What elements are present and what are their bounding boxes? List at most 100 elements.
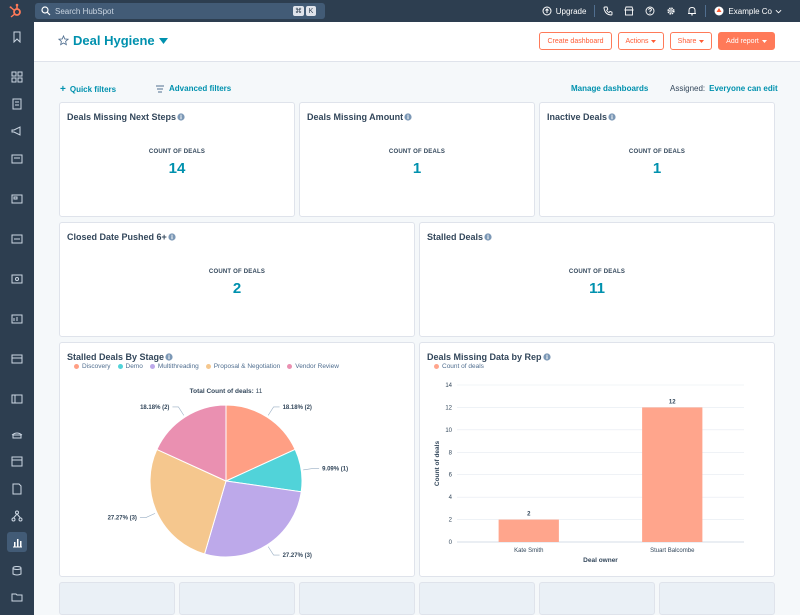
phone-icon[interactable]: [603, 6, 613, 16]
sidebar-item-data-management[interactable]: [9, 352, 25, 366]
report-card-loading[interactable]: [539, 582, 655, 615]
sidebar-item-commerce[interactable]: [9, 429, 25, 443]
page-title[interactable]: Deal Hygiene: [73, 33, 155, 48]
sidebar-item-documents[interactable]: [9, 482, 25, 496]
legend-item[interactable]: Multithreading: [149, 363, 199, 370]
legend-label: Proposal & Negotiation: [213, 363, 281, 370]
quick-filters-button[interactable]: + Quick filters: [60, 84, 116, 95]
info-icon[interactable]: [542, 353, 551, 361]
create-dashboard-button[interactable]: Create dashboard: [539, 32, 612, 50]
kpi-label: COUNT OF DEALS: [148, 149, 206, 155]
card-title-text: Deals Missing Data by Rep: [427, 352, 542, 362]
card-title: Closed Date Pushed 6+: [67, 232, 176, 242]
report-card-deals-missing-next-steps[interactable]: Deals Missing Next Steps COUNT OF DEALS …: [59, 102, 295, 217]
search-input[interactable]: Search HubSpot ⌘ K: [35, 3, 325, 19]
legend-item[interactable]: Demo: [117, 363, 143, 370]
assigned-label: Assigned:: [670, 84, 706, 93]
sidebar-item-calendar[interactable]: [9, 454, 25, 468]
pie-slice[interactable]: [225, 404, 296, 482]
database-icon: [12, 566, 22, 576]
info-icon[interactable]: [177, 113, 185, 121]
sidebar-item-contacts[interactable]: [9, 97, 25, 111]
card-title: Stalled Deals: [427, 232, 492, 242]
legend-label: Count of deals: [442, 363, 484, 370]
report-card-loading[interactable]: [419, 582, 535, 615]
legend-item[interactable]: Proposal & Negotiation: [205, 363, 281, 370]
sidebar-item-automation[interactable]: [9, 272, 25, 286]
report-card-loading[interactable]: [299, 582, 415, 615]
sidebar-item-reporting-tools[interactable]: [9, 312, 25, 326]
report-card-deals-missing-data-by-rep[interactable]: Deals Missing Data by Rep Count of deals…: [419, 342, 775, 577]
legend-item[interactable]: Discovery: [74, 363, 111, 370]
calendar-icon: [11, 456, 23, 467]
info-icon[interactable]: [165, 353, 173, 361]
sidebar-item-files[interactable]: [9, 590, 25, 604]
assigned-value-link[interactable]: Everyone can edit: [709, 84, 778, 93]
star-icon[interactable]: [58, 35, 69, 46]
bar-data-label: 2: [527, 512, 531, 518]
pie-slice[interactable]: [149, 448, 227, 555]
sidebar-item-content[interactable]: [9, 152, 25, 166]
add-report-button[interactable]: Add report: [718, 32, 775, 50]
pie-leader-line: [267, 406, 280, 416]
account-menu[interactable]: Example Co: [714, 6, 782, 16]
y-axis-title: Count of deals: [434, 441, 441, 487]
folder-icon: [11, 593, 23, 602]
sales-icon: [11, 194, 23, 204]
share-button[interactable]: Share: [670, 32, 712, 50]
pie-slice[interactable]: [203, 480, 302, 558]
pie-slice-label: 18.18% (2): [283, 405, 312, 411]
card-title-text: Deals Missing Amount: [307, 112, 404, 122]
legend-item[interactable]: Vendor Review: [287, 363, 339, 370]
card-title: Inactive Deals: [547, 112, 616, 122]
sidebar-item-workspaces[interactable]: [9, 70, 25, 84]
manage-dashboards-link[interactable]: Manage dashboards: [571, 84, 648, 93]
caret-down-icon: [699, 39, 705, 43]
sidebar-item-workflows[interactable]: [9, 509, 25, 523]
advanced-filters-button[interactable]: Advanced filters: [156, 84, 231, 93]
data-icon: [11, 354, 23, 364]
pie-legend: Discovery Demo Multithreading Proposal & Ne…: [74, 363, 346, 370]
marketplace-icon[interactable]: [624, 6, 635, 16]
report-card-closed-date-pushed[interactable]: Closed Date Pushed 6+ COUNT OF DEALS 2: [59, 222, 415, 337]
actions-button[interactable]: Actions: [618, 32, 664, 50]
bar[interactable]: [498, 519, 559, 542]
card-title: Deals Missing Data by Rep: [427, 352, 551, 362]
sidebar-item-database[interactable]: [9, 564, 25, 578]
caret-down-icon: [761, 39, 767, 43]
sidebar-item-sales[interactable]: [9, 192, 25, 206]
upgrade-link[interactable]: Upgrade: [542, 6, 587, 16]
sidebar-item-service[interactable]: [9, 232, 25, 246]
bar[interactable]: [642, 407, 703, 542]
legend-label: Vendor Review: [295, 363, 339, 370]
y-tick-label: 6: [449, 473, 453, 479]
sidebar-item-marketing[interactable]: [9, 124, 25, 138]
info-icon[interactable]: [404, 113, 412, 121]
hubspot-logo-icon[interactable]: [8, 3, 24, 19]
caret-down-icon: [651, 39, 657, 43]
pie-slice[interactable]: [156, 404, 227, 482]
report-card-stalled-deals[interactable]: Stalled Deals COUNT OF DEALS 11: [419, 222, 775, 337]
info-icon[interactable]: [608, 113, 616, 121]
report-card-inactive-deals[interactable]: Inactive Deals COUNT OF DEALS 1: [539, 102, 775, 217]
report-card-deals-missing-amount[interactable]: Deals Missing Amount COUNT OF DEALS 1: [299, 102, 535, 217]
legend-swatch: [287, 364, 293, 369]
help-icon[interactable]: [645, 6, 655, 16]
legend-item[interactable]: Count of deals: [434, 363, 484, 370]
upgrade-label: Upgrade: [555, 6, 587, 16]
sidebar-item-library[interactable]: [9, 392, 25, 406]
settings-gear-icon[interactable]: [666, 6, 676, 16]
sidebar-item-bookmarks[interactable]: [9, 30, 25, 44]
upgrade-icon: [542, 6, 552, 16]
report-card-stalled-deals-by-stage[interactable]: Stalled Deals By Stage Discovery Demo Mult…: [59, 342, 415, 577]
legend-swatch: [205, 364, 211, 369]
info-icon[interactable]: [484, 233, 492, 241]
report-card-loading[interactable]: [659, 582, 775, 615]
report-card-loading[interactable]: [179, 582, 295, 615]
info-icon[interactable]: [168, 233, 176, 241]
pie-slice-label: 9.09% (1): [322, 466, 348, 472]
sidebar-item-reports[interactable]: [7, 532, 27, 552]
notifications-bell-icon[interactable]: [687, 6, 697, 16]
title-dropdown-caret-icon[interactable]: [158, 37, 168, 44]
report-card-loading[interactable]: [59, 582, 175, 615]
